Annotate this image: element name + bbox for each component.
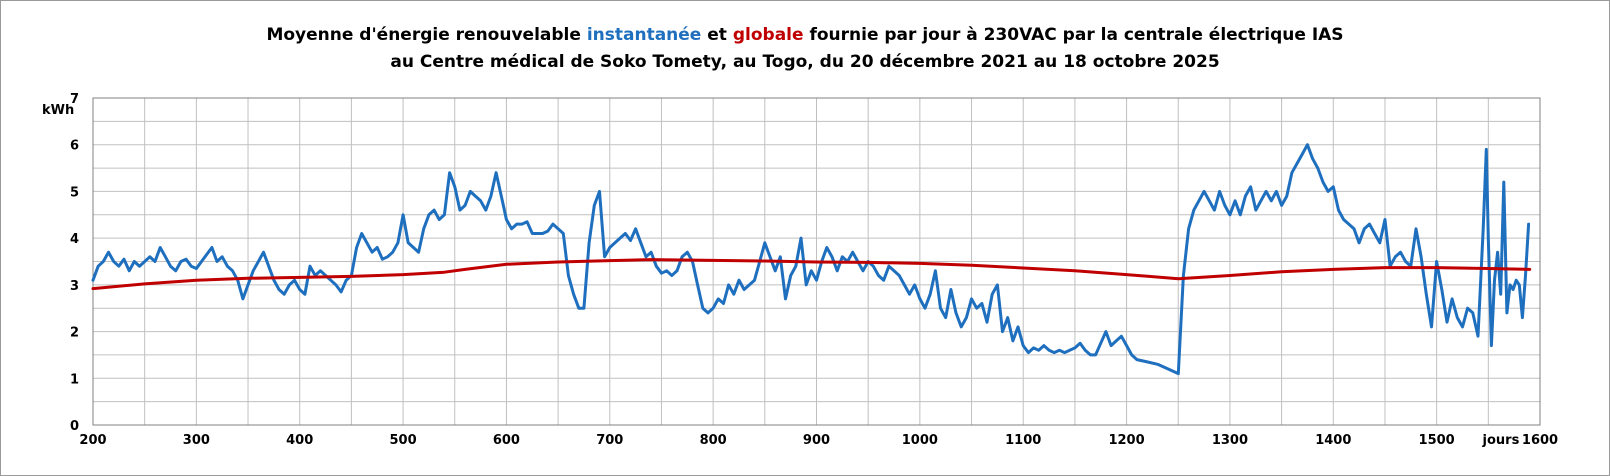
y-axis-label: kWh [42,103,74,118]
series-line-instant [91,143,1531,376]
chart-title-line-2: au Centre médical de Soko Tomety, au Tog… [390,52,1220,72]
y-tick-label: 6 [70,139,79,154]
x-tick-label: 1300 [1212,433,1248,448]
title-part-3: et [701,25,733,45]
x-tick-label: 500 [390,433,417,448]
y-tick-label: 0 [70,419,79,434]
y-tick-label: 7 [70,92,79,107]
x-tick-label: 200 [79,433,106,448]
plot-area [92,97,1541,426]
title-part-1: Moyenne d'énergie renouvelable [266,25,587,45]
x-tick-label: 800 [700,433,727,448]
x-tick-label: 400 [286,433,313,448]
title-instant-keyword: instantanée [586,25,702,45]
x-tick-label: 1500 [1419,433,1455,448]
x-tick-label: 600 [493,433,520,448]
chart-title: Moyenne d'énergie renouvelable instantan… [0,22,1610,76]
x-tick-label: 300 [183,433,210,448]
y-tick-label: 1 [70,372,79,387]
x-tick-label: 1100 [1005,433,1041,448]
x-tick-label: 1200 [1108,433,1144,448]
title-part-5: fournie par jour à 230VAC par la central… [803,25,1344,45]
x-tick-label: 1400 [1315,433,1351,448]
y-tick-label: 4 [70,232,79,247]
x-tick-label: 1000 [902,433,938,448]
series-line-global [91,258,1532,291]
title-global-keyword: globale [732,25,804,45]
y-tick-label: 2 [70,326,79,341]
y-tick-label: 5 [70,185,79,200]
x-axis-ticks: 200 300 400 500 600 700 800 900 1000 1100 1200 1300… [79,433,1558,448]
y-tick-label: 3 [70,279,79,294]
x-tick-label: 1600 [1522,433,1558,448]
series-group [91,143,1532,376]
x-tick-label: 900 [803,433,830,448]
x-tick-label: 700 [596,433,623,448]
x-axis-label: jours [1482,433,1520,448]
chart-title-line-1: Moyenne d'énergie renouvelable instantan… [0,22,1610,49]
y-axis-ticks: 0 1 2 3 4 5 6 7 [70,92,79,434]
